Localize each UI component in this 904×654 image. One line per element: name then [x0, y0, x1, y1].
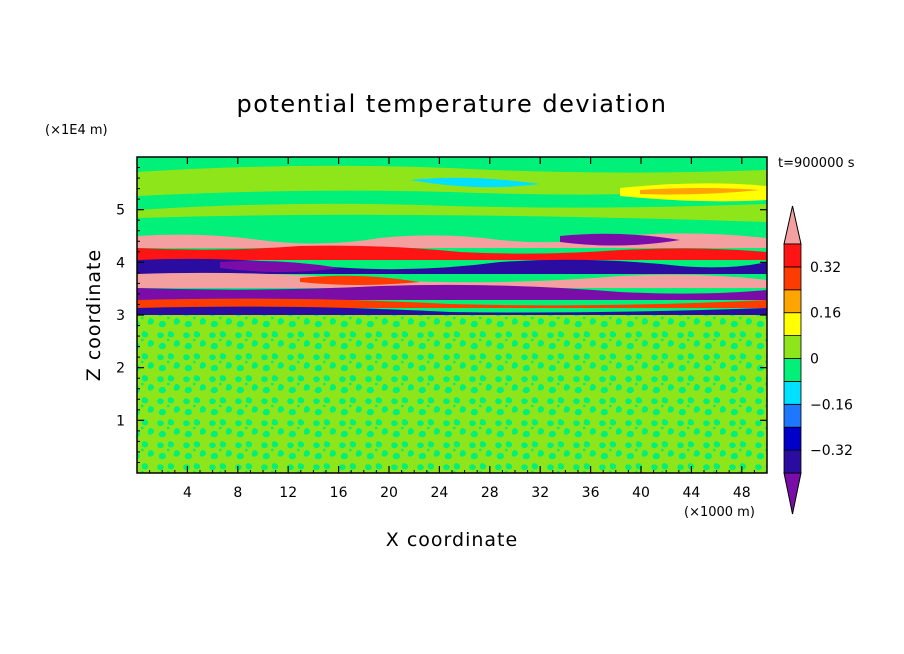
- x-tick-label: 40: [632, 485, 650, 501]
- colorbar-swatch: [783, 335, 802, 359]
- colorbar-swatch: [783, 358, 802, 382]
- x-tick-label: 36: [582, 485, 600, 501]
- colorbar-swatch: [783, 380, 802, 405]
- y-axis-label: Z coordinate: [83, 249, 105, 381]
- colorbar-swatch: [783, 243, 802, 268]
- time-label: t=900000 s: [778, 156, 855, 171]
- x-axis-label: X coordinate: [386, 529, 518, 551]
- x-tick-label: 28: [481, 485, 499, 501]
- y-tick-label: 2: [116, 361, 125, 377]
- x-tick-label: 8: [233, 485, 242, 501]
- colorbar-swatch: [783, 403, 802, 428]
- colorbar-tick-label: 0.32: [810, 260, 841, 276]
- colorbar-tick-label: 0.16: [810, 306, 841, 322]
- x-unit-label: (×1000 m): [684, 505, 755, 520]
- x-tick-label: 44: [682, 485, 700, 501]
- colorbar-swatch: [783, 426, 802, 451]
- colorbar-upper-extend: [783, 205, 802, 245]
- y-axis-ticks: 1 2 3 4 5: [116, 167, 767, 463]
- y-unit-label: (×1E4 m): [45, 123, 108, 138]
- colorbar-swatch: [783, 266, 802, 291]
- x-tick-label: 12: [279, 485, 297, 501]
- x-axis-ticks: 4 8 12 16 20 24 28 32 36 40 44 48: [149, 157, 755, 501]
- x-tick-label: 32: [531, 485, 549, 501]
- colorbar-swatch: [783, 289, 802, 314]
- contour-field: [137, 157, 767, 473]
- y-tick-label: 4: [116, 255, 125, 271]
- x-tick-label: 16: [330, 485, 348, 501]
- y-tick-label: 5: [116, 203, 125, 219]
- colorbar-lower-extend: [783, 472, 802, 515]
- colorbar-swatch: [783, 449, 802, 474]
- colorbar-tick-label: −0.32: [810, 443, 853, 459]
- chart-title: potential temperature deviation: [237, 90, 668, 118]
- colorbar-tick-label: 0: [810, 352, 819, 368]
- colorbar-tick-label: −0.16: [810, 397, 853, 413]
- x-tick-label: 24: [430, 485, 448, 501]
- x-tick-label: 20: [380, 485, 398, 501]
- y-tick-label: 1: [116, 413, 125, 429]
- x-tick-label: 48: [733, 485, 751, 501]
- colorbar: 0.32 0.16 0 −0.16 −0.32: [783, 205, 853, 515]
- y-tick-label: 3: [116, 308, 125, 324]
- colorbar-swatch: [783, 312, 802, 337]
- field-lower: [137, 315, 767, 473]
- x-tick-label: 4: [183, 485, 192, 501]
